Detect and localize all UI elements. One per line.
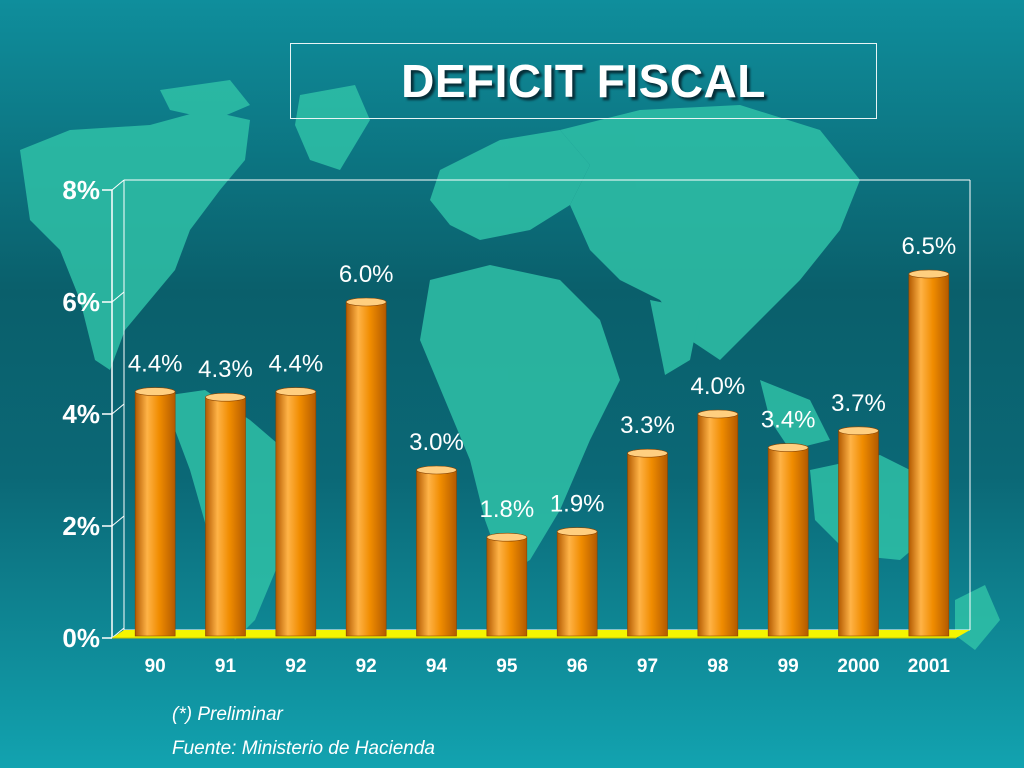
map-europe bbox=[430, 130, 590, 240]
y-tick-label: 2% bbox=[62, 511, 100, 541]
y-tick-label: 6% bbox=[62, 287, 100, 317]
y-tick-depth bbox=[111, 291, 125, 303]
bar bbox=[345, 301, 387, 637]
x-tick-label: 94 bbox=[426, 656, 448, 677]
bar-top bbox=[205, 392, 246, 402]
x-tick-label: 97 bbox=[637, 656, 658, 677]
bar-data-label: 4.4% bbox=[128, 351, 183, 378]
bar-data-label: 4.0% bbox=[690, 373, 745, 400]
y-tick-label: 0% bbox=[62, 623, 100, 653]
bar-top bbox=[627, 448, 668, 458]
bar bbox=[767, 447, 809, 637]
bar-top bbox=[908, 269, 950, 279]
map-africa bbox=[420, 265, 620, 575]
bar-top bbox=[416, 465, 457, 475]
x-tick-label: 92 bbox=[285, 656, 306, 677]
bar-top bbox=[275, 387, 317, 396]
bar-data-label: 6.5% bbox=[901, 233, 956, 260]
map-asia bbox=[560, 105, 860, 360]
y-tick-depth bbox=[111, 179, 125, 191]
x-tick-label: 98 bbox=[707, 656, 728, 677]
bar-top bbox=[767, 443, 809, 452]
preliminary-note: (*) Preliminar bbox=[172, 704, 283, 725]
bar bbox=[275, 391, 317, 637]
bar-data-label: 1.9% bbox=[550, 491, 605, 518]
source-note: Fuente: Ministerio de Hacienda bbox=[172, 738, 435, 759]
bar bbox=[134, 391, 176, 637]
x-tick-label: 2000 bbox=[837, 656, 879, 677]
bar-data-label: 3.4% bbox=[761, 407, 816, 434]
bar-data-label: 4.3% bbox=[198, 356, 253, 383]
chart-title: DEFICIT FISCAL bbox=[401, 55, 766, 107]
y-tick-depth bbox=[111, 627, 125, 639]
bar bbox=[205, 396, 246, 637]
bar-data-label: 3.7% bbox=[831, 390, 886, 417]
bar bbox=[838, 430, 879, 637]
bar bbox=[486, 536, 528, 637]
bar-top bbox=[345, 297, 387, 307]
bar bbox=[556, 531, 598, 637]
y-tick-depth bbox=[111, 515, 125, 527]
bar-top bbox=[134, 387, 176, 396]
x-tick-label: 91 bbox=[215, 656, 237, 677]
y-tick-label: 4% bbox=[62, 399, 100, 429]
x-tick-label: 92 bbox=[356, 656, 377, 677]
bar-data-label: 1.8% bbox=[479, 496, 534, 523]
chart-floor bbox=[112, 630, 970, 638]
x-tick-label: 95 bbox=[496, 656, 518, 677]
bar bbox=[908, 273, 950, 637]
bar-data-label: 6.0% bbox=[339, 261, 394, 288]
y-tick-depth bbox=[111, 403, 125, 415]
bar-top bbox=[486, 532, 528, 542]
bar bbox=[697, 413, 739, 637]
bar-data-label: 3.3% bbox=[620, 412, 675, 439]
x-tick-label: 96 bbox=[567, 656, 588, 677]
map-greenland bbox=[295, 85, 370, 170]
x-tick-label: 99 bbox=[778, 656, 799, 677]
bar-data-label: 3.0% bbox=[409, 429, 464, 456]
x-tick-label: 90 bbox=[145, 656, 166, 677]
x-tick-label: 2001 bbox=[908, 656, 951, 677]
bar bbox=[627, 452, 668, 637]
bar-top bbox=[556, 527, 598, 536]
y-tick-label: 8% bbox=[62, 175, 100, 205]
map-north-america bbox=[20, 110, 250, 370]
bar-top bbox=[838, 426, 879, 436]
bar-data-label: 4.4% bbox=[268, 351, 323, 378]
title-box: DEFICIT FISCAL bbox=[290, 43, 877, 119]
bar bbox=[416, 469, 457, 637]
bar-top bbox=[697, 409, 739, 419]
